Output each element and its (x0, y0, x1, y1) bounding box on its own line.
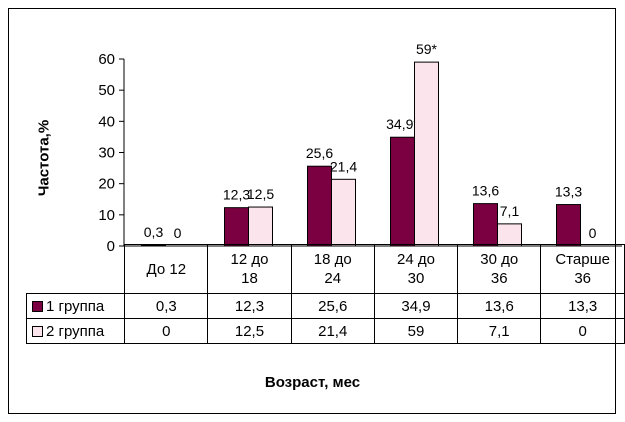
bar-series-2 (414, 61, 439, 247)
bar-series-1 (224, 207, 249, 247)
bar-series-2 (248, 206, 273, 247)
data-label-series-1: 12,3 (223, 187, 250, 203)
bar-series-2 (331, 178, 356, 247)
legend-entry-series-2: 2 группа (25, 318, 126, 344)
x-axis-label: Возраст, мес (264, 374, 361, 391)
data-label-series-2: 12,5 (247, 186, 274, 202)
table-cell: 7,1 (457, 318, 542, 344)
data-label-series-2: 0 (174, 225, 182, 241)
table-row: 1 группа 0,3 12,3 25,6 34,9 13,6 13,3 (25, 293, 625, 319)
data-label-series-1: 25,6 (306, 145, 333, 161)
category-label: 12 до 18 (207, 244, 292, 294)
legend-entry-series-1: 1 группа (25, 293, 126, 319)
data-label-series-1: 13,3 (555, 184, 582, 200)
legend-swatch (32, 300, 43, 312)
bar-series-2 (497, 223, 522, 247)
table-cell: 0,3 (124, 293, 209, 319)
table-cell: 34,9 (373, 293, 459, 319)
table-corner (26, 244, 126, 294)
table-cell: 13,3 (540, 293, 625, 319)
category-label: 30 до 36 (457, 244, 542, 294)
data-table: До 12 12 до 18 18 до 24 24 до 30 30 до 36 Старше 3… (25, 244, 625, 344)
table-cell: 0 (540, 318, 625, 344)
y-tick-label: 30 (98, 145, 115, 162)
bar-series-1 (390, 136, 415, 247)
legend-swatch (32, 325, 43, 337)
data-label-series-1: 0,3 (144, 224, 164, 240)
data-label-series-2: 0 (589, 225, 597, 241)
y-tick-label: 50 (98, 82, 115, 99)
y-tick-label: 20 (98, 176, 115, 193)
table-cell: 13,6 (457, 293, 542, 319)
category-label: Старше 36 (540, 244, 625, 294)
table-cell: 0 (124, 318, 209, 344)
table-cell: 12,3 (207, 293, 292, 319)
y-tick-label: 60 (98, 51, 115, 68)
table-cell: 59 (373, 318, 459, 344)
table-cell: 12,5 (207, 318, 292, 344)
data-label-series-2: 59* (416, 41, 438, 57)
data-label-series-1: 13,6 (472, 183, 499, 199)
category-label: До 12 (124, 244, 209, 294)
table-header-row: До 12 12 до 18 18 до 24 24 до 30 30 до 36 Старше 3… (26, 244, 625, 294)
category-label: 18 до 24 (290, 244, 375, 294)
data-label-series-1: 34,9* (386, 116, 419, 132)
category-label: 24 до 30 (373, 244, 459, 294)
y-tick-label: 40 (98, 113, 115, 130)
data-label-series-2: 21,4 (330, 158, 357, 174)
bar-series-1 (556, 204, 581, 247)
bar-series-1 (307, 165, 332, 247)
table-cell: 21,4 (290, 318, 375, 344)
bar-series-1 (473, 203, 498, 247)
table-row: 2 группа 0 12,5 21,4 59 7,1 0 (25, 318, 625, 344)
y-tick-label: 10 (98, 207, 115, 224)
table-cell: 25,6 (290, 293, 375, 319)
data-label-series-2: 7,1 (500, 203, 520, 219)
